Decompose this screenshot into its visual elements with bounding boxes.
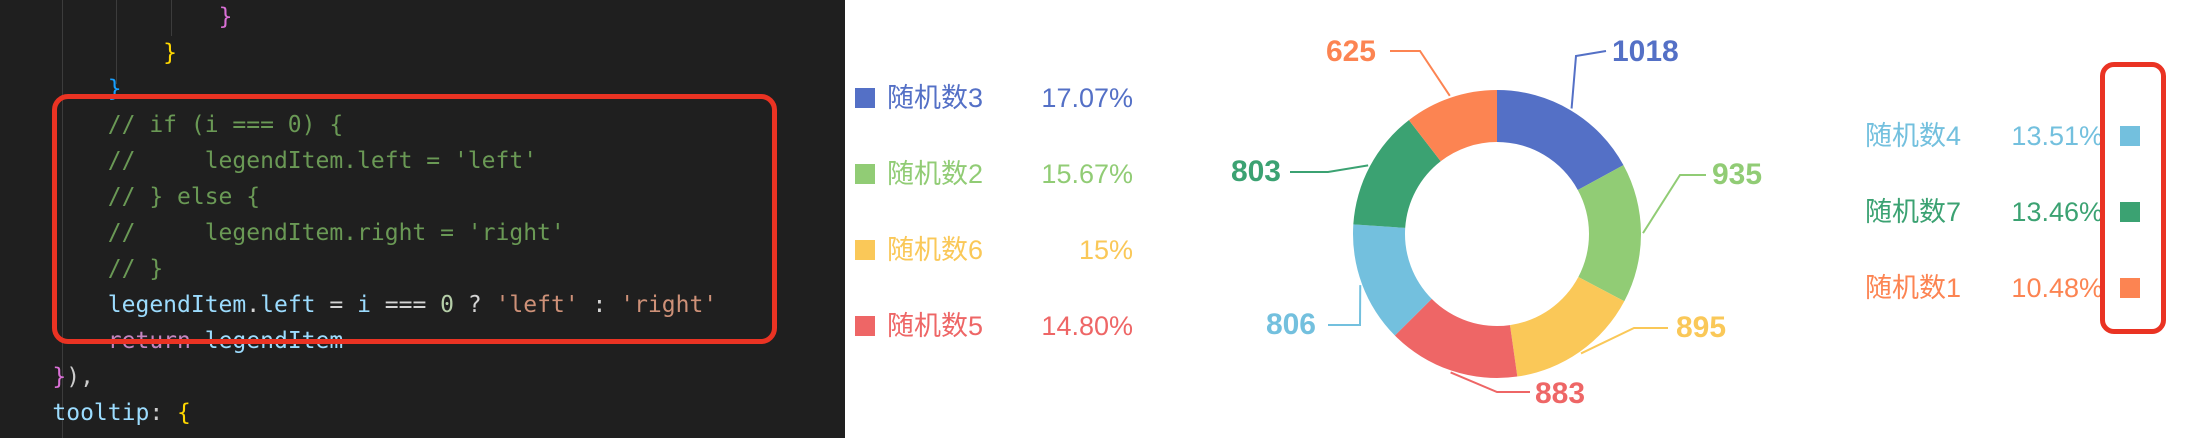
code-token: // legendItem.left = 'left'	[107, 148, 538, 174]
pie-slice[interactable]	[1353, 120, 1441, 228]
legend-percent: 13.46%	[2011, 197, 2103, 227]
pie-label-line	[1390, 50, 1451, 97]
legend-swatch	[855, 240, 875, 260]
code-line: legendItem.left = i === 0 ? 'left' : 'ri…	[0, 287, 717, 323]
legend-percent: 10.48%	[2011, 273, 2103, 303]
indent-guide	[116, 0, 117, 84]
code-token: 0	[440, 292, 455, 318]
legend-label: 随机数7	[1865, 197, 1962, 227]
code-token: tooltip	[52, 400, 150, 426]
code-token: ),	[66, 364, 94, 390]
code-token: // } else {	[107, 184, 261, 210]
pie-value-label: 935	[1712, 158, 1762, 191]
code-editor[interactable]: } } } // if (i === 0) { // legendItem.le…	[0, 0, 845, 438]
code-token: }	[218, 4, 233, 30]
code-token: 'left'	[495, 292, 579, 318]
code-token: ===	[370, 292, 441, 318]
code-token: }	[163, 40, 178, 66]
legend-percent: 15%	[1078, 235, 1133, 265]
code-line: // if (i === 0) {	[0, 107, 343, 143]
legend-swatch	[855, 316, 875, 336]
legend-item[interactable]: 随机数7 13.46%	[1865, 192, 2145, 232]
code-token	[0, 400, 52, 426]
code-token: {	[177, 400, 191, 426]
code-token	[0, 4, 219, 30]
code-line: tooltip: {	[0, 395, 191, 431]
legend-label: 随机数1	[1865, 273, 1962, 303]
legend-swatch	[2120, 202, 2140, 222]
legend-item[interactable]: 随机数1 10.48%	[1865, 268, 2145, 308]
pie-label-line	[1450, 371, 1530, 393]
highlight-box-legend	[2100, 62, 2166, 334]
pie-slice[interactable]	[1353, 224, 1432, 336]
legend-percent: 13.51%	[2011, 121, 2103, 151]
code-line: // }	[0, 251, 163, 287]
code-token: // }	[107, 256, 164, 282]
code-line: }),	[0, 359, 94, 395]
pie-value-label: 883	[1535, 377, 1585, 410]
code-token: :	[578, 292, 621, 318]
code-line: }	[0, 0, 233, 35]
legend-item[interactable]: 随机数6 15%	[855, 230, 1135, 270]
pie-label-line	[1290, 164, 1369, 173]
pie-slice[interactable]	[1408, 90, 1497, 162]
legend-item[interactable]: 随机数4 13.51%	[1865, 116, 2145, 156]
pie-label-line	[1328, 285, 1362, 326]
pie-label-line	[1570, 50, 1607, 109]
code-token	[0, 40, 163, 66]
code-token: .	[246, 292, 261, 318]
code-token: ?	[454, 292, 496, 318]
code-line: // legendItem.right = 'right'	[0, 215, 565, 251]
legend-percent: 14.80%	[1041, 311, 1133, 341]
legend-swatch	[855, 88, 875, 108]
legend-swatch	[2120, 126, 2140, 146]
pie-value-label: 806	[1266, 308, 1316, 341]
code-token: 'right'	[620, 292, 718, 318]
code-token: legendItem	[107, 292, 247, 318]
indent-guide	[171, 0, 172, 36]
pie-slice[interactable]	[1497, 90, 1624, 191]
legend-item[interactable]: 随机数3 17.07%	[855, 78, 1135, 118]
pie-value-label: 895	[1676, 311, 1726, 344]
code-token: // legendItem.right = 'right'	[107, 220, 565, 246]
code-line: // } else {	[0, 179, 260, 215]
pie-label-line	[1580, 327, 1668, 355]
legend-item[interactable]: 随机数2 15.67%	[855, 154, 1135, 194]
code-line: }	[0, 35, 177, 71]
pie-slice[interactable]	[1509, 277, 1625, 377]
code-token: }	[52, 364, 67, 390]
pie-value-label: 803	[1231, 155, 1281, 188]
legend-percent: 15.67%	[1041, 159, 1133, 189]
legend-swatch	[2120, 278, 2140, 298]
pie-slice[interactable]	[1394, 298, 1518, 378]
indent-guide	[62, 0, 63, 438]
legend-label: 随机数3	[887, 83, 984, 113]
highlight-box-code	[52, 94, 777, 344]
legend-item[interactable]: 随机数5 14.80%	[855, 306, 1135, 346]
legend-label: 随机数2	[887, 159, 984, 189]
legend-label: 随机数6	[887, 235, 984, 265]
legend-label: 随机数5	[887, 311, 984, 341]
code-line: // legendItem.left = 'left'	[0, 143, 537, 179]
legend-label: 随机数4	[1865, 121, 1962, 151]
pie-value-label: 625	[1326, 35, 1376, 68]
code-token: // if (i === 0) {	[107, 112, 344, 138]
code-token	[0, 364, 52, 390]
code-token: left	[260, 292, 316, 318]
code-token: :	[149, 400, 178, 426]
pie-value-label: 1018	[1612, 35, 1679, 68]
code-token: =	[315, 292, 358, 318]
legend-swatch	[855, 164, 875, 184]
code-token: i	[357, 292, 371, 318]
legend-percent: 17.07%	[1041, 83, 1133, 113]
pie-slice[interactable]	[1577, 165, 1641, 302]
pie-label-line	[1642, 174, 1706, 234]
